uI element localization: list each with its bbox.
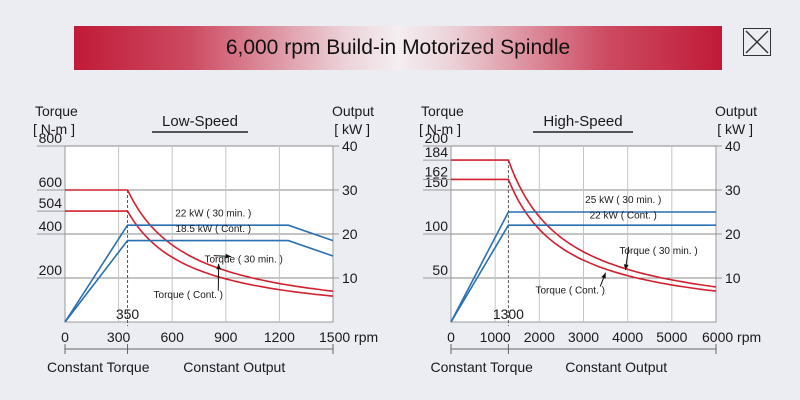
annotation-arrow (624, 246, 630, 271)
y-right-tick-label: 10 (725, 270, 741, 286)
arrow-head (216, 263, 221, 270)
arrow-head (623, 264, 629, 271)
y-left-tick-label: 50 (432, 262, 448, 278)
series-line-2 (64, 224, 334, 323)
chart-title: Low-Speed (162, 113, 238, 130)
annotation-label: Torque ( Cont. ) (154, 290, 223, 301)
x-tick-label: 4000 (612, 329, 643, 345)
y-left-axis-unit: [ N-m ] (419, 121, 461, 137)
annotation-label: Torque ( 30 min. ) (619, 246, 697, 257)
plot-area (450, 145, 717, 323)
y-right-axis-unit: [ kW ] (717, 121, 753, 137)
y-left-tick-label: 504 (39, 195, 63, 211)
x-tick-label: 0 (61, 329, 69, 345)
series-line-0 (451, 159, 717, 288)
high-speed-chart: 25 kW ( 30 min. ) 22 kW ( Cont. ) Torque (… (419, 103, 761, 375)
annotation-label: 18.5 kW ( Cont. ) (176, 224, 252, 235)
y-right-tick-label: 30 (342, 182, 358, 198)
series-line-3 (64, 239, 334, 323)
x-tick-label: 2000 (524, 329, 555, 345)
y-left-tick-label: 150 (425, 174, 449, 190)
base-speed-label: 1300 (493, 306, 524, 322)
y-right-tick-label: 20 (725, 226, 741, 242)
title-banner: 6,000 rpm Build-in Motorized Spindle (74, 26, 722, 70)
x-tick-label: 3000 (568, 329, 599, 345)
region-right-label: Constant Output (565, 359, 667, 375)
region-right-label: Constant Output (183, 359, 285, 375)
page-title: 6,000 rpm Build-in Motorized Spindle (225, 36, 571, 59)
y-right-axis-title: Output (332, 103, 374, 119)
y-left-axis-title: Torque (421, 103, 464, 119)
arrow-head (225, 253, 232, 259)
y-left-tick-label: 400 (39, 218, 63, 234)
annotation-arrow (599, 272, 607, 287)
x-tick-label: 0 (447, 329, 455, 345)
x-tick-label: 1000 (480, 329, 511, 345)
series-line-3 (450, 224, 716, 323)
y-left-tick-label: 162 (425, 163, 449, 179)
x-tick-label: 300 (107, 329, 131, 345)
annotation-label: 22 kW ( 30 min. ) (175, 208, 251, 219)
x-tick-label: 5000 (656, 329, 687, 345)
y-left-tick-label: 184 (425, 144, 449, 160)
region-left-label: Constant Torque (47, 359, 150, 375)
y-left-tick-label: 600 (39, 174, 63, 190)
y-left-tick-label: 100 (425, 218, 449, 234)
y-left-tick-label: 800 (39, 130, 63, 146)
low-speed-chart: 22 kW ( 30 min. ) 18.5 kW ( Cont. ) Torque… (33, 103, 378, 375)
series-line-2 (450, 211, 716, 323)
series-line-1 (65, 210, 334, 297)
y-right-tick-label: 20 (342, 226, 358, 242)
annotation-label: Torque ( 30 min. ) (204, 255, 282, 266)
y-right-tick-label: 30 (725, 182, 741, 198)
annotation-label: 25 kW ( 30 min. ) (585, 195, 661, 206)
chart-title: High-Speed (543, 113, 622, 130)
x-tick-label: 1200 (264, 329, 295, 345)
x-tick-label: 6000 rpm (702, 329, 761, 345)
annotation-label: 22 kW ( Cont. ) (590, 211, 657, 222)
y-right-tick-label: 40 (725, 138, 741, 154)
y-left-tick-label: 200 (425, 130, 449, 146)
x-tick-label: 1500 rpm (319, 329, 378, 345)
series-line-0 (65, 189, 334, 292)
annotation-arrow (213, 255, 232, 257)
close-x-icon (745, 30, 769, 54)
annotation-label: Torque ( Cont. ) (536, 285, 605, 296)
close-button[interactable] (743, 28, 771, 56)
series-line-1 (451, 178, 717, 292)
x-tick-label: 600 (161, 329, 185, 345)
y-right-tick-label: 40 (342, 138, 358, 154)
y-right-axis-unit: [ kW ] (334, 121, 370, 137)
y-left-tick-label: 200 (39, 262, 63, 278)
y-left-axis-unit: [ N-m ] (33, 121, 75, 137)
arrow-head (601, 272, 606, 279)
y-right-tick-label: 10 (342, 270, 358, 286)
region-left-label: Constant Torque (430, 359, 533, 375)
x-tick-label: 900 (214, 329, 238, 345)
plot-area (64, 145, 334, 323)
base-speed-label: 350 (116, 306, 140, 322)
y-left-axis-title: Torque (35, 103, 78, 119)
y-right-axis-title: Output (715, 103, 757, 119)
